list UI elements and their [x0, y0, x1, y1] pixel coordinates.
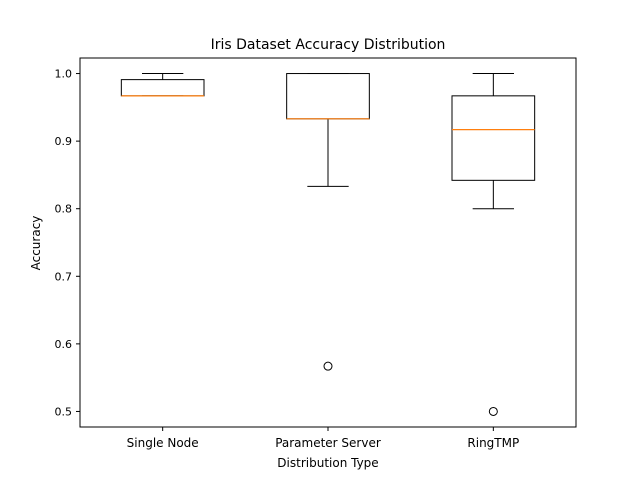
- y-tick-label: 0.6: [55, 338, 73, 351]
- outlier-point: [323, 361, 333, 371]
- x-tick-label: Single Node: [127, 436, 199, 450]
- chart-title: Iris Dataset Accuracy Distribution: [211, 37, 446, 53]
- y-tick-label: 0.8: [55, 203, 73, 216]
- x-axis-label: Distribution Type: [277, 456, 378, 470]
- y-tick-label: 0.7: [55, 270, 73, 283]
- iqr-box: [120, 79, 205, 97]
- iqr-box: [286, 73, 370, 120]
- y-tick-label: 1.0: [55, 68, 73, 81]
- y-tick-label: 0.5: [55, 405, 73, 418]
- plot-area: 0.5 0.6 0.7 0.8 0.9 1.0 Single Node Parameter S…: [55, 68, 536, 450]
- y-axis-label: Accuracy: [29, 216, 43, 271]
- x-tick-label: Parameter Server: [275, 436, 381, 450]
- plot-frame: [79, 57, 577, 428]
- iqr-box: [451, 95, 536, 181]
- x-tick-label: RingTMP: [467, 436, 519, 450]
- outlier-point: [488, 406, 498, 416]
- y-tick-label: 0.9: [55, 135, 73, 148]
